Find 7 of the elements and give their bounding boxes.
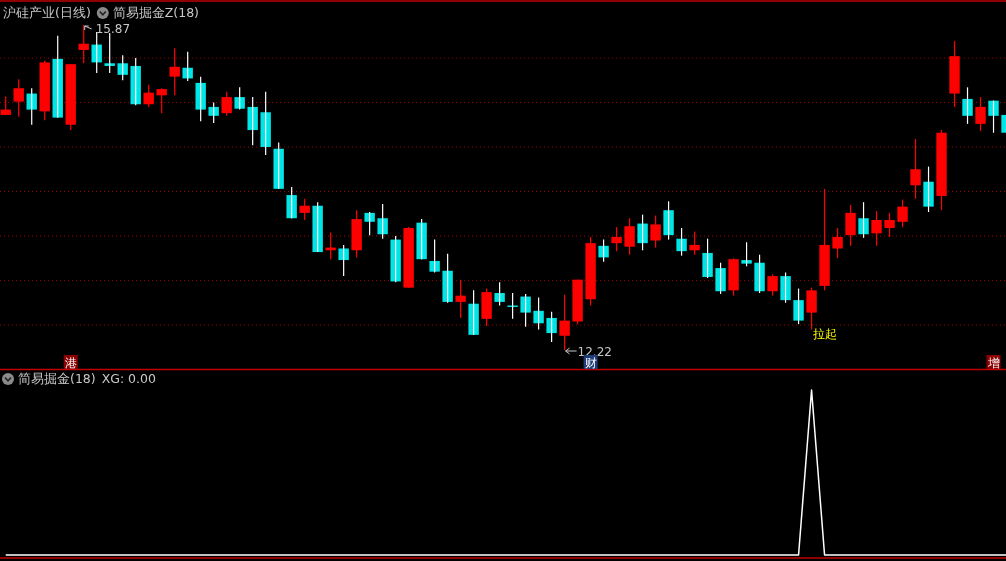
subtitle: XG: 0.00 <box>101 371 156 386</box>
subtitle: 简易掘金Z(18) <box>112 5 199 20</box>
annotation: 拉起 <box>812 327 837 341</box>
annotation: 15.87 <box>95 22 131 36</box>
title: 沪硅产业(日线) <box>3 5 91 20</box>
annotation: 15.87 <box>84 22 131 36</box>
title: 简易掘金(18) <box>18 371 96 386</box>
